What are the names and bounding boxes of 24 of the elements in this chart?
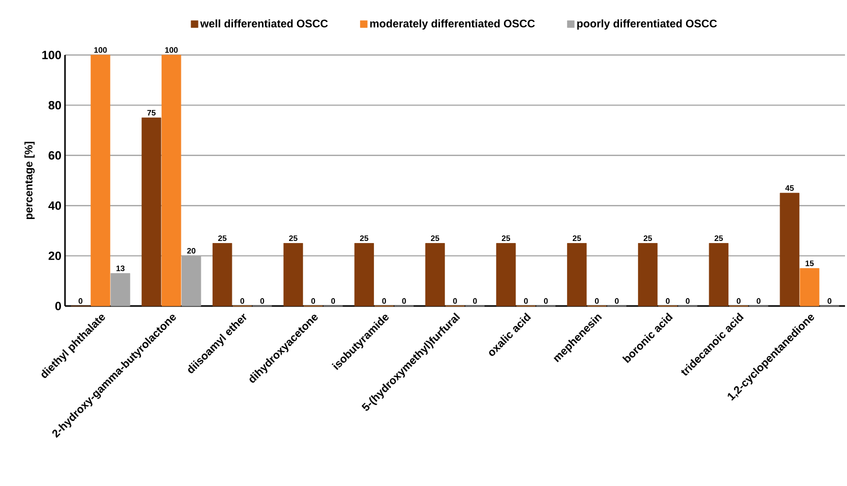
legend-label: well differentiated OSCC bbox=[200, 19, 328, 28]
legend-label: poorly differentiated OSCC bbox=[577, 19, 717, 30]
y-tick-label: 80 bbox=[48, 100, 61, 110]
bar bbox=[638, 243, 658, 306]
y-tick-label: 40 bbox=[48, 201, 61, 210]
bar bbox=[496, 243, 516, 306]
y-tick-label: 0 bbox=[55, 302, 61, 310]
bar bbox=[212, 243, 232, 306]
bar bbox=[110, 273, 130, 306]
bar bbox=[708, 243, 728, 306]
bar bbox=[425, 243, 445, 306]
bar bbox=[162, 54, 182, 306]
y-tick-label: 20 bbox=[48, 252, 61, 260]
bar bbox=[142, 118, 162, 306]
bar bbox=[90, 54, 110, 306]
legend-label: moderately differentiated OSCC bbox=[370, 19, 535, 30]
bar bbox=[800, 268, 820, 306]
y-tick-label: 100 bbox=[42, 50, 61, 60]
y-tick-label: 60 bbox=[48, 151, 61, 160]
bar bbox=[567, 243, 587, 306]
bar bbox=[780, 192, 800, 306]
y-axis-title: percentage [%] bbox=[24, 142, 35, 220]
bar bbox=[354, 243, 374, 306]
bar bbox=[283, 243, 304, 306]
